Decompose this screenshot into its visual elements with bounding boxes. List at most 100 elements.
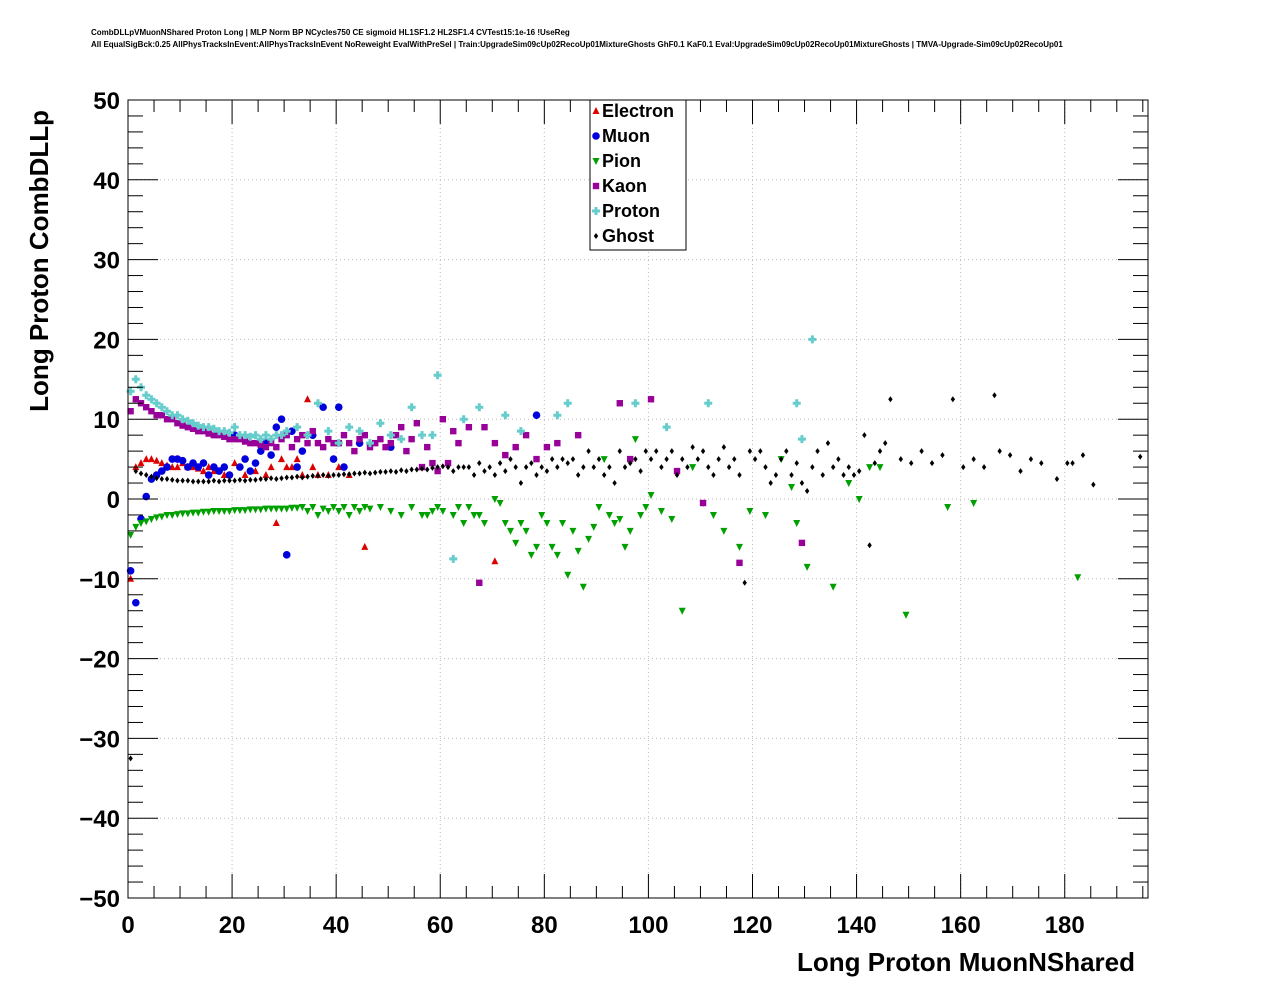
y-tick-label: −50 <box>79 886 120 913</box>
ghost-point <box>237 476 243 483</box>
series-kaon <box>127 396 806 586</box>
proton-point <box>563 399 572 408</box>
ghost-point <box>633 456 638 463</box>
kaon-point <box>304 439 311 447</box>
electron-point <box>491 557 499 565</box>
muon-point <box>132 598 140 607</box>
pion-point <box>553 551 561 559</box>
kaon-point <box>293 435 301 443</box>
ghost-point <box>284 474 289 481</box>
ghost-point <box>471 472 477 479</box>
pion-point <box>788 484 796 492</box>
pion-point <box>746 507 754 515</box>
proton-point <box>251 431 260 440</box>
kaon-point <box>413 419 421 427</box>
muon-point <box>277 415 286 424</box>
legend-box <box>589 99 687 251</box>
kaon-point <box>408 435 415 443</box>
proton-point <box>407 403 416 412</box>
legend-marker-kaon <box>592 182 600 190</box>
kaon-point <box>481 423 488 431</box>
ghost-point <box>362 469 367 476</box>
pion-point <box>215 507 223 515</box>
pion-point <box>642 503 650 511</box>
ghost-point <box>211 477 217 484</box>
ghost-point <box>680 456 685 463</box>
ghost-point <box>445 464 451 471</box>
proton-point <box>241 431 250 440</box>
proton-point <box>220 427 229 436</box>
ghost-point <box>638 468 643 475</box>
kaon-point <box>403 447 410 455</box>
kaon-point <box>465 423 473 431</box>
proton-point <box>131 375 140 384</box>
ghost-point <box>175 477 180 484</box>
proton-point <box>397 435 406 444</box>
ghost-point <box>159 476 165 483</box>
proton-point <box>267 435 276 444</box>
kaon-point <box>247 439 254 447</box>
pion-point <box>147 515 155 523</box>
proton-point <box>173 411 182 420</box>
pion-point <box>762 511 769 519</box>
pion-point <box>735 543 743 551</box>
legend-label-ghost: Ghost <box>602 226 654 246</box>
pion-point <box>205 508 213 516</box>
ghost-point <box>201 478 206 485</box>
proton-point <box>459 415 468 424</box>
ghost-point <box>289 474 295 481</box>
proton-point <box>209 424 218 433</box>
pion-point <box>944 503 952 511</box>
x-tick-label: 0 <box>121 912 134 939</box>
ghost-point <box>378 468 383 475</box>
ghost-point <box>581 464 586 471</box>
proton-point <box>246 432 255 441</box>
kaon-point <box>127 408 134 415</box>
ghost-point <box>659 464 664 471</box>
pion-point <box>475 511 483 519</box>
ghost-point <box>898 456 904 463</box>
proton-point <box>376 419 385 428</box>
ghost-point <box>789 472 794 479</box>
muon-point <box>236 463 244 471</box>
muon-point <box>126 567 135 575</box>
ghost-point <box>992 392 997 399</box>
pion-point <box>678 607 686 615</box>
electron-point <box>361 542 369 550</box>
pion-point <box>210 507 218 515</box>
ghost-point <box>674 472 680 479</box>
proton-point <box>797 435 806 444</box>
x-tick-label: 60 <box>427 912 454 939</box>
electron-point <box>231 459 239 467</box>
pion-point <box>637 511 645 519</box>
ghost-point <box>690 444 695 451</box>
proton-point <box>225 428 234 437</box>
ghost-point <box>711 472 716 479</box>
kaon-point <box>387 439 395 447</box>
muon-point <box>288 427 296 435</box>
pion-point <box>397 511 405 519</box>
ghost-point <box>1054 476 1060 483</box>
kaon-point <box>158 412 166 419</box>
pion-point <box>803 563 811 571</box>
pion-point <box>173 511 181 519</box>
legend-label-kaon: Kaon <box>602 176 647 196</box>
axis-ticks <box>127 99 1148 899</box>
ghost-point <box>279 475 284 482</box>
pion-point <box>361 503 369 511</box>
pion-point <box>543 519 551 527</box>
electron-point <box>304 395 312 403</box>
proton-point <box>418 431 427 440</box>
pion-point <box>631 436 639 444</box>
pion-point <box>454 503 462 511</box>
pion-point <box>356 507 364 515</box>
ghost-point <box>909 460 914 467</box>
ghost-point <box>274 476 279 483</box>
kaon-point <box>179 422 186 429</box>
x-tick-label: 120 <box>732 912 772 939</box>
ghost-point <box>149 473 154 480</box>
proton-point <box>293 423 302 432</box>
ghost-point <box>451 468 456 475</box>
kaon-point <box>673 467 681 475</box>
ghost-point <box>867 542 872 549</box>
